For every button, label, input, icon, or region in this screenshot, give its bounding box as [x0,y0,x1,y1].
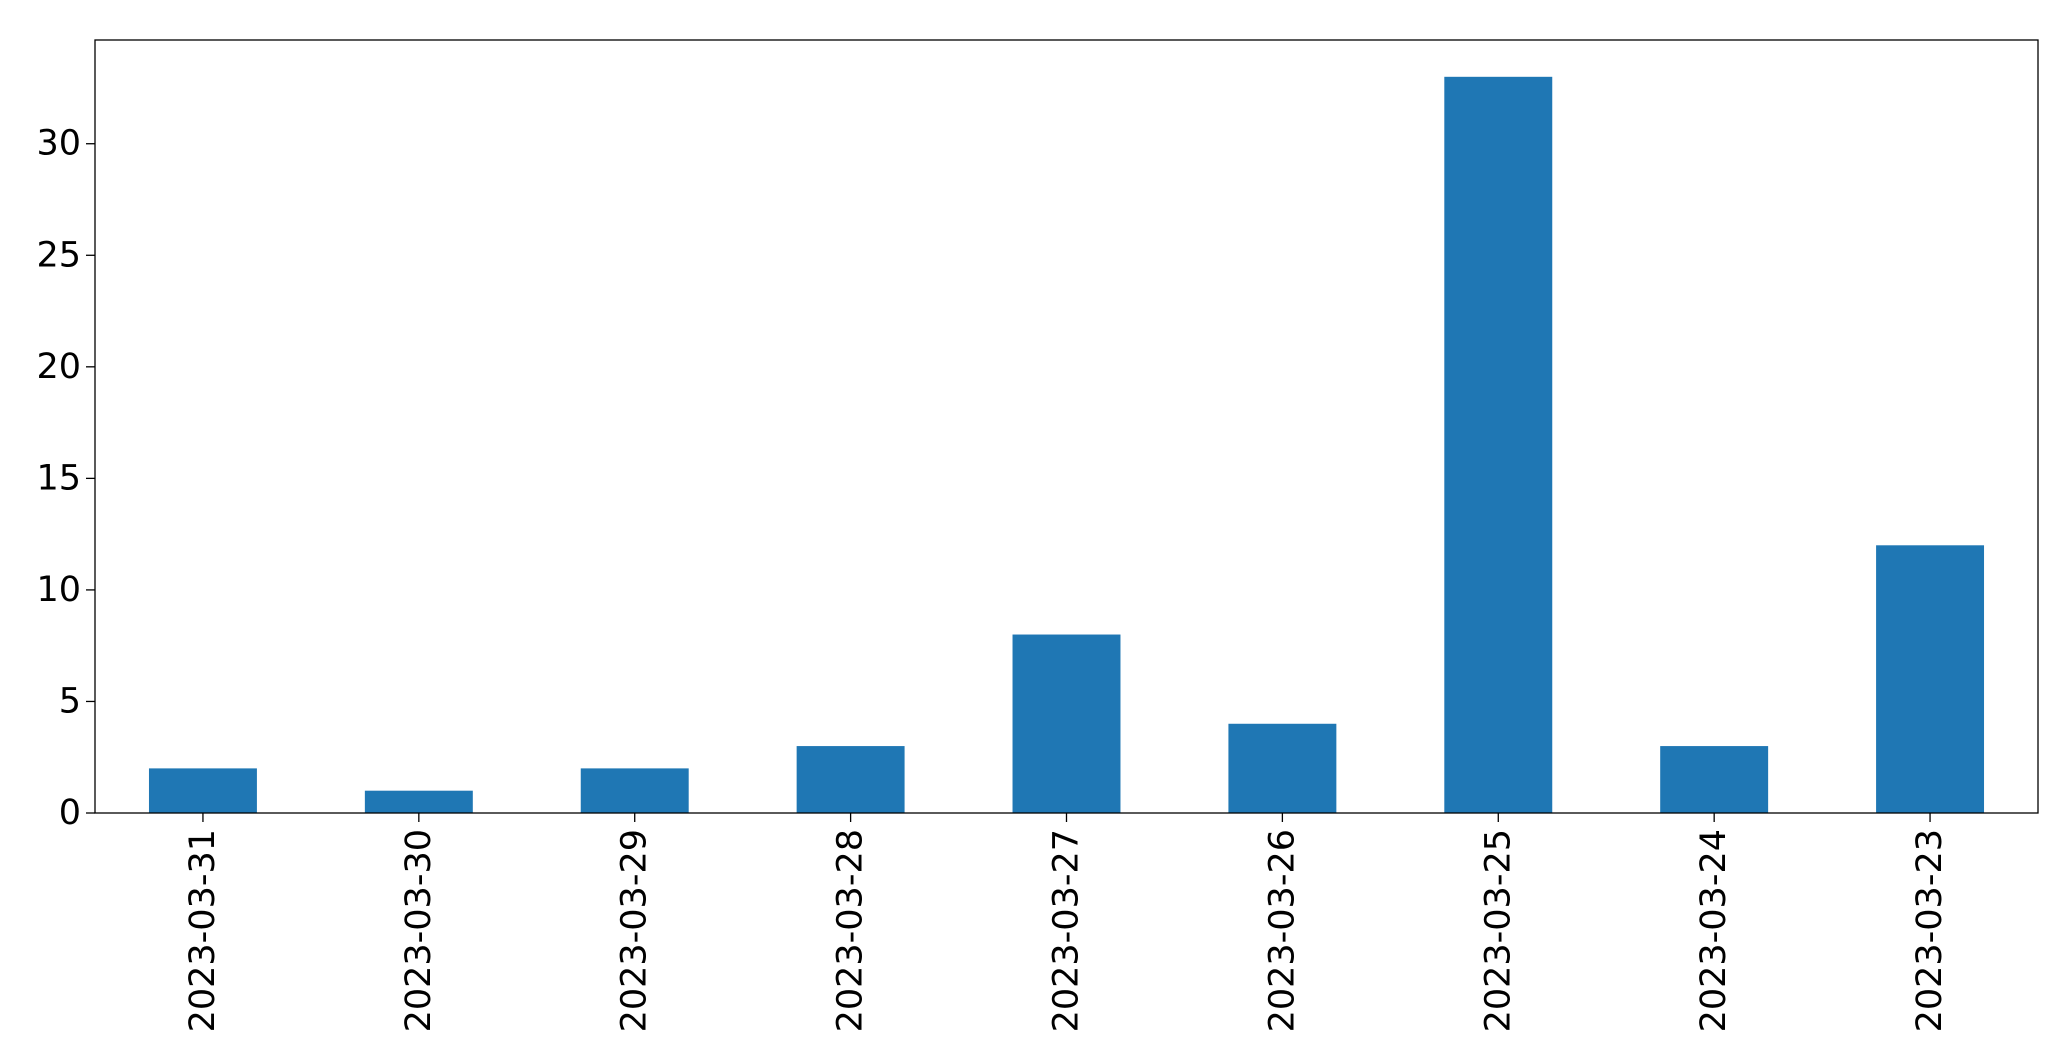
bar-2023-03-27 [1012,634,1121,813]
x-tick-label: 2023-03-28 [831,829,871,1032]
plot-frame [94,39,2039,814]
bar-2023-03-25 [1444,76,1553,814]
x-tick-label: 2023-03-23 [1910,829,1950,1032]
y-tick-label: 0 [59,793,81,833]
y-tick-label: 15 [36,458,81,498]
x-tick-label: 2023-03-31 [183,829,223,1032]
bar-2023-03-30 [364,790,473,813]
y-tick-label: 10 [36,570,81,610]
bar-2023-03-26 [1228,723,1337,813]
bar-2023-03-29 [580,768,689,813]
x-tick-label: 2023-03-25 [1478,829,1518,1032]
bar-2023-03-24 [1660,746,1769,813]
x-tick-label: 2023-03-29 [615,829,655,1032]
x-tick-label: 2023-03-27 [1047,829,1087,1032]
bar-2023-03-23 [1876,545,1985,813]
bar-2023-03-28 [796,746,905,813]
y-tick-label: 25 [36,235,81,275]
y-tick-label: 30 [36,124,81,164]
x-tick-label: 2023-03-24 [1694,829,1734,1032]
y-tick-label: 5 [59,681,81,721]
x-tick-label: 2023-03-30 [399,829,439,1032]
bar-2023-03-31 [148,768,257,813]
y-axis: 0 5 10 15 20 25 30 [36,124,95,833]
x-axis: 2023-03-31 2023-03-30 2023-03-29 2023-03-28… [183,813,1950,1032]
bars-group [148,76,1985,814]
y-tick-label: 20 [36,347,81,387]
x-tick-label: 2023-03-26 [1262,829,1302,1032]
